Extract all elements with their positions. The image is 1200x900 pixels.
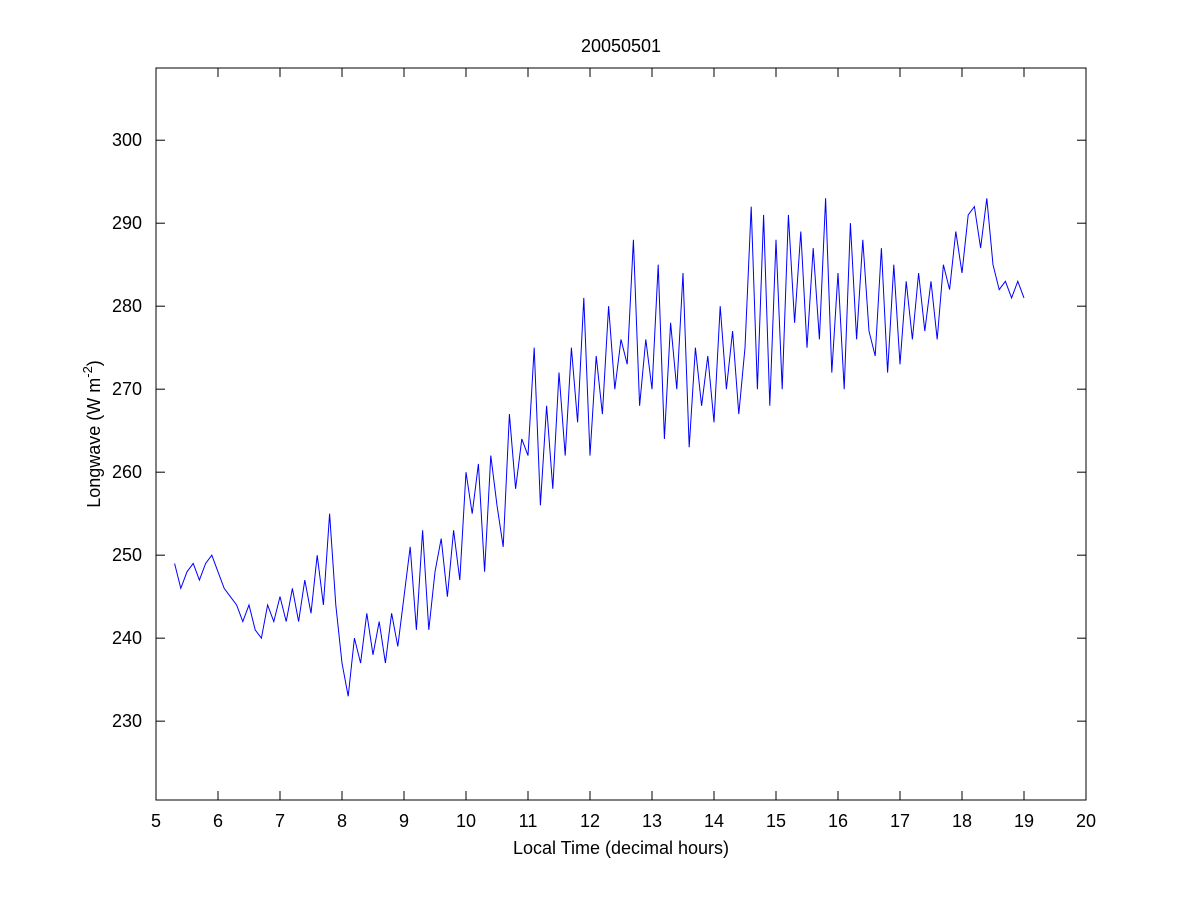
x-tick-label: 16 bbox=[828, 811, 848, 831]
y-tick-label: 250 bbox=[112, 545, 142, 565]
x-tick-label: 15 bbox=[766, 811, 786, 831]
chart-title: 20050501 bbox=[581, 36, 661, 56]
x-tick-label: 11 bbox=[519, 811, 538, 831]
x-tick-label: 5 bbox=[151, 811, 161, 831]
y-tick-label: 260 bbox=[112, 462, 142, 482]
data-line bbox=[174, 198, 1025, 697]
x-tick-label: 13 bbox=[642, 811, 662, 831]
y-tick-label: 270 bbox=[112, 379, 142, 399]
y-tick-label: 240 bbox=[112, 628, 142, 648]
x-tick-label: 10 bbox=[456, 811, 476, 831]
x-tick-label: 19 bbox=[1014, 811, 1034, 831]
y-label-end: ) bbox=[84, 360, 104, 366]
x-tick-label: 12 bbox=[580, 811, 600, 831]
plot-frame bbox=[155, 67, 1087, 801]
y-label-superscript: -2 bbox=[80, 366, 95, 378]
y-tick-label: 230 bbox=[112, 711, 142, 731]
x-tick-label: 20 bbox=[1076, 811, 1096, 831]
x-tick-label: 14 bbox=[704, 811, 724, 831]
x-tick-label: 6 bbox=[213, 811, 223, 831]
y-axis-label: Longwave (W m-2) bbox=[80, 360, 104, 508]
y-tick-label: 280 bbox=[112, 296, 142, 316]
y-tick-label: 290 bbox=[112, 213, 142, 233]
x-tick-label: 18 bbox=[952, 811, 972, 831]
y-tick-label: 300 bbox=[112, 130, 142, 150]
x-tick-label: 7 bbox=[275, 811, 285, 831]
x-tick-label: 17 bbox=[890, 811, 910, 831]
y-label-text: Longwave (W m bbox=[84, 378, 104, 508]
x-tick-label: 8 bbox=[337, 811, 347, 831]
x-tick-label: 9 bbox=[399, 811, 409, 831]
x-axis-label: Local Time (decimal hours) bbox=[513, 838, 729, 858]
